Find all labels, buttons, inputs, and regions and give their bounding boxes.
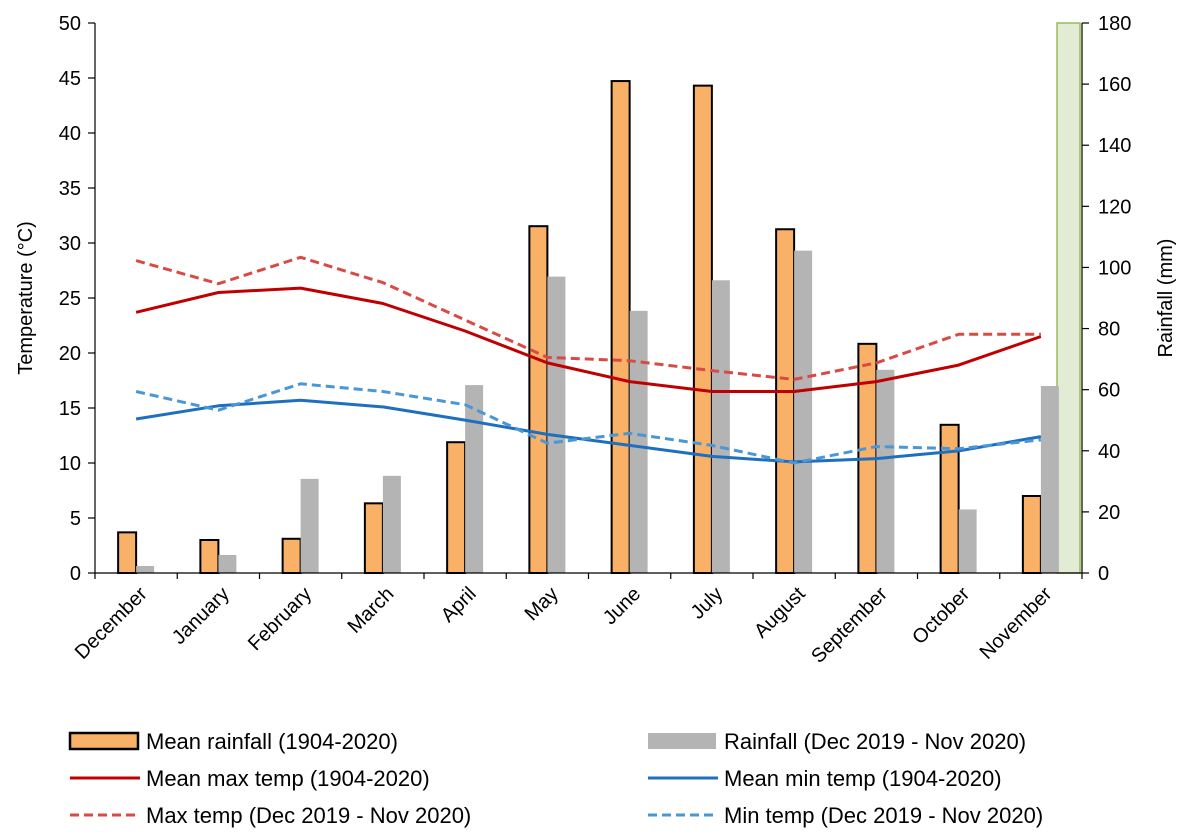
legend-rainfall-2019-2020-swatch <box>648 733 716 749</box>
x-tick-label: November <box>976 583 1057 664</box>
bar-rainfall-2019-2020 <box>876 369 895 573</box>
bar-mean-rainfall <box>199 539 220 574</box>
x-tick-label: July <box>687 583 728 624</box>
legend-max-temp-2019-2020-label: Max temp (Dec 2019 - Nov 2020) <box>146 803 471 828</box>
bar-rainfall-2019-2020 <box>465 385 484 573</box>
right-tick-label: 120 <box>1098 196 1131 218</box>
x-tick-label: February <box>244 583 316 655</box>
bar-rainfall-2019-2020 <box>794 250 813 573</box>
left-tick-label: 0 <box>70 563 81 585</box>
bar-mean-rainfall <box>446 441 467 574</box>
legend-mean-rainfall-label: Mean rainfall (1904-2020) <box>146 729 398 754</box>
left-tick-label: 35 <box>59 178 81 200</box>
bar-rainfall-2019-2020 <box>547 276 566 573</box>
right-tick-label: 80 <box>1098 319 1120 341</box>
x-tick-label: June <box>599 583 645 629</box>
right-tick-label: 60 <box>1098 380 1120 402</box>
bar-mean-rainfall <box>610 80 631 575</box>
right-tick-label: 180 <box>1098 13 1131 35</box>
bar-mean-rainfall <box>775 228 796 574</box>
x-tick-label: August <box>750 583 810 643</box>
bar-rainfall-2019-2020 <box>218 554 237 573</box>
x-tick-label: April <box>437 583 481 627</box>
left-tick-label: 45 <box>59 68 81 90</box>
left-tick-label: 15 <box>59 398 81 420</box>
left-tick-label: 5 <box>70 508 81 530</box>
bar-rainfall-2019-2020 <box>300 478 319 573</box>
left-tick-label: 40 <box>59 123 81 145</box>
x-tick-label: May <box>521 583 563 625</box>
bar-mean-rainfall <box>692 84 713 574</box>
bar-rainfall-2019-2020 <box>136 565 155 573</box>
line-min-temp-2019-2020 <box>135 382 1042 465</box>
line-mean-max-temp <box>135 286 1042 393</box>
right-tick-label: 140 <box>1098 135 1131 157</box>
right-tick-label: 20 <box>1098 502 1120 524</box>
legend-min-temp-2019-2020-label: Min temp (Dec 2019 - Nov 2020) <box>724 803 1043 828</box>
bar-mean-rainfall <box>281 537 302 574</box>
x-tick-label: March <box>344 583 399 638</box>
left-tick-label: 10 <box>59 453 81 475</box>
bar-rainfall-2019-2020 <box>711 280 730 573</box>
x-tick-label: January <box>168 583 234 649</box>
x-tick-label: October <box>908 583 974 649</box>
bar-rainfall-2019-2020 <box>629 310 648 573</box>
left-tick-label: 20 <box>59 343 81 365</box>
bar-rainfall-2019-2020 <box>382 475 401 573</box>
left-axis-title: Temperature (°C) <box>15 221 37 375</box>
bar-mean-rainfall <box>528 225 549 574</box>
bar-mean-rainfall <box>363 502 384 575</box>
left-tick-label: 50 <box>59 13 81 35</box>
left-tick-label: 30 <box>59 233 81 255</box>
x-tick-label: September <box>807 583 892 668</box>
legend-rainfall-2019-2020-label: Rainfall (Dec 2019 - Nov 2020) <box>724 729 1026 754</box>
right-tick-label: 0 <box>1098 563 1109 585</box>
legend-mean-max-temp-label: Mean max temp (1904-2020) <box>146 766 430 791</box>
bar-mean-rainfall <box>1021 495 1042 574</box>
x-tick-label: December <box>71 583 152 664</box>
right-tick-label: 40 <box>1098 441 1120 463</box>
left-tick-label: 25 <box>59 288 81 310</box>
bar-rainfall-2019-2020 <box>958 509 977 573</box>
bar-rainfall-2019-2020 <box>1040 386 1059 573</box>
line-max-temp-2019-2020 <box>135 255 1041 381</box>
right-axis-title: Rainfall (mm) <box>1155 239 1177 358</box>
bar-mean-rainfall <box>117 531 138 574</box>
highlight-band <box>1056 22 1081 574</box>
right-tick-label: 100 <box>1098 257 1131 279</box>
legend-mean-min-temp-label: Mean min temp (1904-2020) <box>724 766 1002 791</box>
line-mean-min-temp <box>135 398 1042 464</box>
right-tick-label: 160 <box>1098 74 1131 96</box>
legend-mean-rainfall-swatch <box>68 731 140 751</box>
